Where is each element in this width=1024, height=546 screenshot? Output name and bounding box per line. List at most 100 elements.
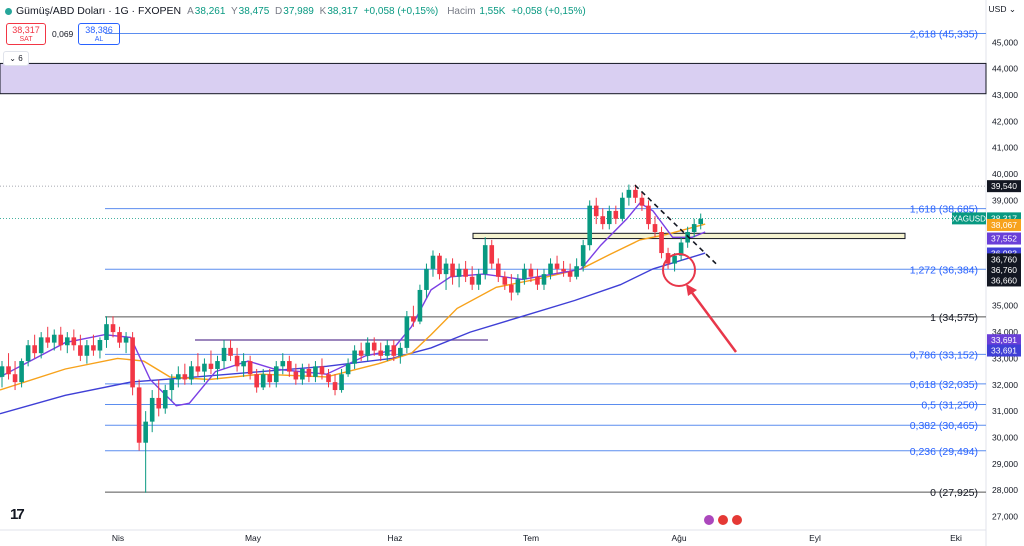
price-tag [987, 180, 1021, 193]
x-tick-label: Eki [950, 533, 962, 543]
candle-body [267, 374, 273, 383]
candle-body [19, 361, 24, 383]
highlight-circle [662, 253, 696, 287]
candle-body [45, 337, 51, 343]
candle-body [287, 361, 292, 372]
candle-body [202, 363, 207, 372]
candle-body [71, 337, 77, 346]
candle-body [208, 363, 214, 369]
candle-body [254, 374, 259, 388]
fib-label: 1 (34,575) [930, 312, 978, 324]
price-tag-label: 36,760 [991, 265, 1017, 275]
y-tick-label: 35,000 [992, 301, 1018, 311]
candle-body [489, 245, 495, 264]
candle-body [476, 274, 481, 285]
price-tag-label: 38,317 [991, 213, 1017, 223]
price-tag-label: 39,540 [991, 181, 1017, 191]
candle-body [123, 337, 129, 343]
y-tick-label: 34,000 [992, 327, 1018, 337]
candle-body [430, 255, 436, 269]
candle-body [65, 337, 70, 346]
x-tick-label: May [245, 533, 262, 543]
candle-body [482, 245, 488, 275]
candle-body [313, 366, 318, 377]
event-icon [703, 514, 715, 526]
tradingview-logo-icon[interactable]: 17 [10, 506, 25, 523]
sell-price: 38,317 [12, 25, 40, 35]
y-tick-label: 42,000 [992, 116, 1018, 126]
candle-body [228, 347, 233, 356]
price-tag-label: 36,660 [991, 275, 1017, 285]
candle-body [698, 218, 704, 225]
indicator-count: 6 [18, 54, 23, 63]
fib-label: 0,382 (30,465) [910, 420, 978, 432]
candle-body [319, 366, 325, 375]
candle-body [587, 205, 592, 246]
price-tag [987, 263, 1021, 276]
candle-body [58, 334, 64, 346]
candle-body [633, 189, 638, 198]
candle-body [613, 210, 619, 219]
y-tick-label: 30,000 [992, 432, 1018, 442]
y-tick-label: 28,000 [992, 485, 1018, 495]
price-tag-label: 37,552 [991, 234, 1017, 244]
candle-body [280, 361, 286, 367]
fib-label: 1,272 (36,384) [910, 264, 978, 276]
y-tick-label: 33,000 [992, 353, 1018, 363]
trend-line [634, 184, 717, 265]
price-tag [987, 218, 1021, 231]
candle-body [358, 350, 364, 356]
candle-body [509, 284, 514, 293]
candle-body [646, 205, 651, 225]
x-tick-label: Haz [387, 533, 402, 543]
fib-label: 0 (27,925) [930, 487, 978, 499]
fib-label: 2,618 (45,335) [910, 29, 978, 41]
candle-body [639, 197, 645, 206]
currency-selector[interactable]: USD ⌄ [989, 4, 1016, 15]
candle-body [0, 366, 5, 377]
indicators-toggle[interactable]: ⌄ 6 [3, 51, 29, 66]
buy-button[interactable]: 38,386 AL [78, 23, 120, 45]
x-tick-label: Tem [523, 533, 539, 543]
price-tag [987, 232, 1021, 245]
candle-body [326, 374, 331, 383]
candle-body [51, 334, 57, 343]
candle-body [541, 274, 547, 285]
candle-body [306, 368, 312, 377]
y-tick-label: 29,000 [992, 459, 1018, 469]
candle-body [300, 368, 305, 380]
candle-body [424, 268, 429, 290]
ma-mid-line [0, 223, 706, 391]
candle-body [659, 231, 664, 254]
candle-body [574, 266, 579, 277]
y-tick-label: 41,000 [992, 143, 1018, 153]
candle-body [515, 279, 521, 293]
sell-button[interactable]: 38,317 SAT [6, 23, 46, 45]
candle-body [273, 366, 279, 383]
volume-legend: Hacim 1,55K +0,058 (+0,15%) [447, 5, 586, 17]
candle-body [626, 189, 632, 198]
y-tick-label: 40,000 [992, 169, 1018, 179]
candle-body [345, 363, 351, 375]
candle-body [260, 374, 266, 388]
candle-body [593, 205, 599, 217]
resistance-zone [0, 62, 987, 95]
candle-body [672, 255, 677, 264]
price-tag-label: 33,691 [991, 346, 1017, 356]
candle-body [561, 268, 566, 272]
candle-body [502, 276, 508, 285]
price-tag-label: 38,067 [991, 220, 1017, 230]
candle-body [384, 345, 390, 356]
candle-body [691, 224, 697, 232]
candle-body [25, 345, 31, 362]
symbol-title[interactable]: Gümüş/ABD Doları · 1G · FXOPEN [16, 5, 182, 17]
candle-body [130, 337, 135, 388]
candle-body [378, 350, 384, 356]
candle-body [84, 345, 90, 356]
event-icon [717, 514, 729, 526]
candle-body [398, 347, 403, 356]
price-tag [987, 344, 1021, 357]
price-tag [987, 334, 1021, 347]
candle-body [528, 268, 534, 277]
